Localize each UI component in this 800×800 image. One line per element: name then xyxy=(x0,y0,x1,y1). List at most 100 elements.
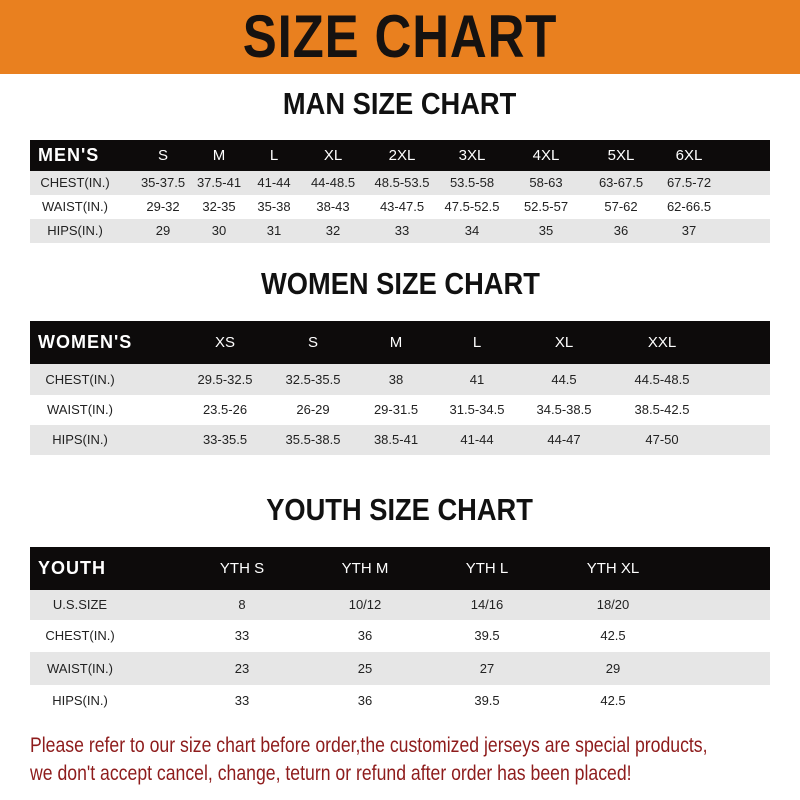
notice-text: we don't accept cancel, change, teturn o… xyxy=(30,762,632,785)
notice-text: Please refer to our size chart before or… xyxy=(30,734,708,757)
measurement-cell: 14/16 xyxy=(470,597,504,612)
measurement-cell: 33 xyxy=(394,223,410,238)
size-header-cell: XS xyxy=(214,334,236,351)
table-row: HIPS(IN.) 29 30 31 32 33 34 35 36 37 xyxy=(30,219,770,243)
measurement-cell: 10/12 xyxy=(348,597,382,612)
size-header-cell: L xyxy=(269,147,279,164)
measurement-cell: 38.5-42.5 xyxy=(634,402,690,417)
measurement-cell: 30 xyxy=(211,223,227,238)
women-title-text: WOMEN SIZE CHART xyxy=(260,266,540,301)
table-row: WAIST(IN.) 23 25 27 29 xyxy=(30,652,770,685)
measurement-cell: 44-47 xyxy=(547,432,581,447)
measurement-cell: 37.5-41 xyxy=(196,175,242,190)
measurement-cell: 41-44 xyxy=(257,175,291,190)
row-label: WAIST(IN.) xyxy=(47,661,113,676)
measurement-cell: 52.5-57 xyxy=(523,199,569,214)
measurement-cell: 36 xyxy=(357,693,373,708)
measurement-cell: 44.5-48.5 xyxy=(634,372,690,387)
measurement-cell: 43-47.5 xyxy=(379,199,425,214)
measurement-cell: 23 xyxy=(234,661,250,676)
measurement-cell: 33 xyxy=(234,693,250,708)
measurement-cell: 48.5-53.5 xyxy=(374,175,430,190)
measurement-cell: 53.5-58 xyxy=(449,175,495,190)
table-corner-label: YOUTH xyxy=(38,558,106,578)
measurement-cell: 58-63 xyxy=(529,175,563,190)
measurement-cell: 26-29 xyxy=(296,402,330,417)
table-header-row: YOUTH YTH S YTH M YTH L YTH XL xyxy=(30,547,770,590)
measurement-cell: 35-38 xyxy=(257,199,291,214)
size-header-cell: XL xyxy=(323,147,343,164)
measurement-cell: 63-67.5 xyxy=(598,175,644,190)
table-row: CHEST(IN.) 35-37.5 37.5-41 41-44 44-48.5 48.5… xyxy=(30,171,770,195)
size-header-cell: YTH M xyxy=(341,560,389,577)
measurement-cell: 32 xyxy=(325,223,341,238)
size-header-cell: 5XL xyxy=(607,147,635,164)
measurement-cell: 42.5 xyxy=(600,693,626,708)
size-header-cell: XL xyxy=(554,334,574,351)
measurement-cell: 33 xyxy=(234,628,250,643)
measurement-cell: 31 xyxy=(266,223,282,238)
size-header-cell: S xyxy=(307,334,319,351)
measurement-cell: 36 xyxy=(613,223,629,238)
measurement-cell: 39.5 xyxy=(474,693,500,708)
measurement-cell: 35 xyxy=(538,223,554,238)
table-corner-label: WOMEN'S xyxy=(38,332,133,352)
measurement-cell: 18/20 xyxy=(596,597,630,612)
table-row: HIPS(IN.) 33 36 39.5 42.5 xyxy=(30,685,770,717)
measurement-cell: 35-37.5 xyxy=(140,175,186,190)
measurement-cell: 29 xyxy=(155,223,171,238)
measurement-cell: 35.5-38.5 xyxy=(285,432,341,447)
size-chart-banner: SIZE CHART xyxy=(0,0,800,74)
table-corner-label: MEN'S xyxy=(38,145,100,165)
size-header-cell: 3XL xyxy=(458,147,486,164)
size-header-cell: XXL xyxy=(647,334,677,351)
size-header-cell: M xyxy=(212,147,226,164)
size-header-cell: 6XL xyxy=(675,147,703,164)
measurement-cell: 44-48.5 xyxy=(310,175,356,190)
measurement-cell: 38-43 xyxy=(316,199,350,214)
table-header-row: WOMEN'S XS S M L XL XXL xyxy=(30,321,770,364)
row-label: CHEST(IN.) xyxy=(45,628,115,643)
measurement-cell: 41-44 xyxy=(460,432,494,447)
measurement-cell: 39.5 xyxy=(474,628,500,643)
measurement-cell: 62-66.5 xyxy=(666,199,712,214)
women-title: WOMEN SIZE CHART xyxy=(0,266,800,302)
youth-title-text: YOUTH SIZE CHART xyxy=(266,492,534,527)
table-row: WAIST(IN.) 29-32 32-35 35-38 38-43 43-47.5 47.… xyxy=(30,195,770,219)
row-label: CHEST(IN.) xyxy=(45,372,115,387)
measurement-cell: 32.5-35.5 xyxy=(285,372,341,387)
row-label: HIPS(IN.) xyxy=(52,693,108,708)
row-label: U.S.SIZE xyxy=(52,597,108,612)
measurement-cell: 23.5-26 xyxy=(202,402,248,417)
banner-title: SIZE CHART xyxy=(242,3,558,70)
size-header-cell: 2XL xyxy=(388,147,416,164)
measurement-cell: 47-50 xyxy=(645,432,679,447)
measurement-cell: 42.5 xyxy=(600,628,626,643)
row-label: HIPS(IN.) xyxy=(52,432,108,447)
measurement-cell: 29-31.5 xyxy=(373,402,419,417)
measurement-cell: 47.5-52.5 xyxy=(444,199,500,214)
size-header-cell: YTH L xyxy=(465,560,509,577)
measurement-cell: 34.5-38.5 xyxy=(536,402,592,417)
measurement-cell: 36 xyxy=(357,628,373,643)
notice-line-2: we don't accept cancel, change, teturn o… xyxy=(30,762,790,786)
men-title-text: MAN SIZE CHART xyxy=(283,86,517,121)
measurement-cell: 27 xyxy=(479,661,495,676)
row-label: CHEST(IN.) xyxy=(40,175,110,190)
measurement-cell: 25 xyxy=(357,661,373,676)
measurement-cell: 41 xyxy=(469,372,485,387)
measurement-cell: 34 xyxy=(464,223,480,238)
size-header-cell: YTH S xyxy=(219,560,265,577)
measurement-cell: 38.5-41 xyxy=(373,432,419,447)
table-header-row: MEN'S S M L XL 2XL 3XL 4XL 5XL 6XL xyxy=(30,140,770,171)
measurement-cell: 32-35 xyxy=(202,199,236,214)
size-header-cell: M xyxy=(389,334,403,351)
measurement-cell: 67.5-72 xyxy=(666,175,712,190)
size-header-cell: 4XL xyxy=(532,147,560,164)
table-row: CHEST(IN.) 29.5-32.5 32.5-35.5 38 41 44.5 44.5… xyxy=(30,364,770,395)
measurement-cell: 37 xyxy=(681,223,697,238)
measurement-cell: 44.5 xyxy=(551,372,577,387)
size-header-cell: YTH XL xyxy=(586,560,640,577)
size-header-cell: L xyxy=(472,334,482,351)
table-row: HIPS(IN.) 33-35.5 35.5-38.5 38.5-41 41-44 44-… xyxy=(30,425,770,455)
